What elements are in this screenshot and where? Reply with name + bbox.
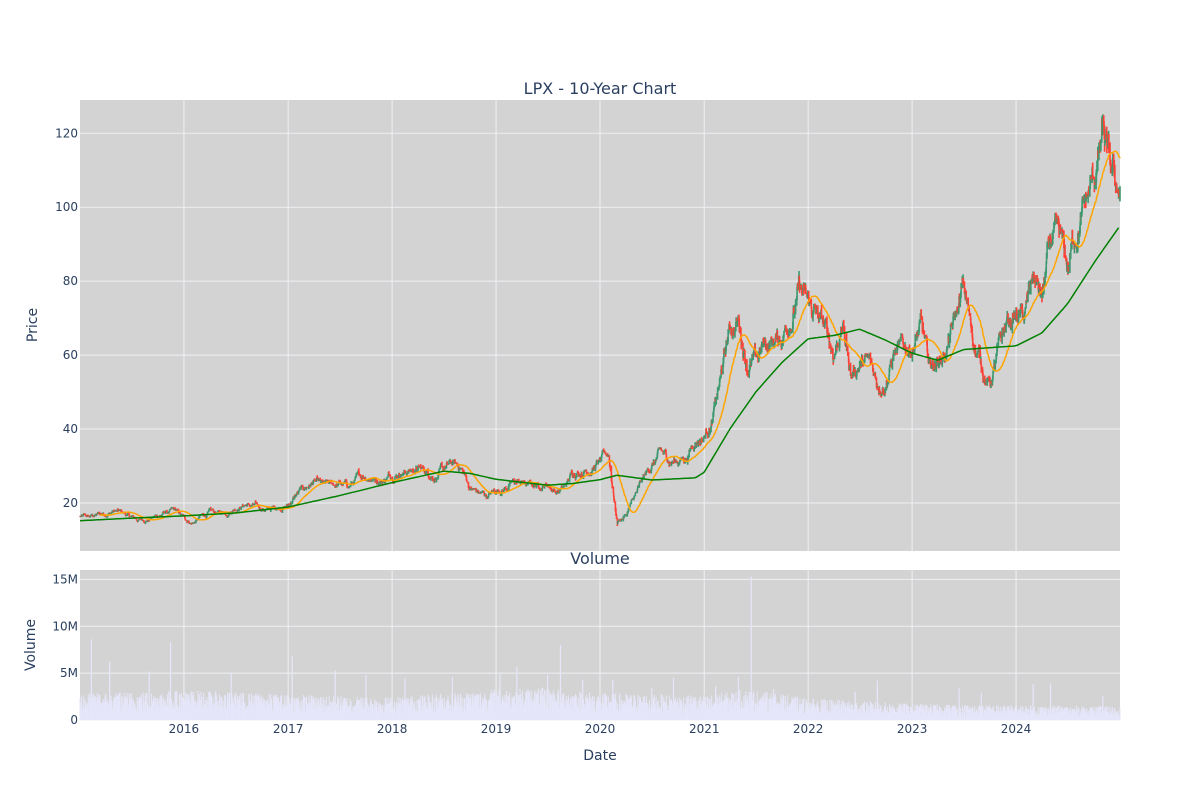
price-axis-label: Price: [25, 308, 41, 342]
volume-subplot-title: Volume: [570, 549, 630, 568]
price-y-tick-label: 60: [63, 348, 78, 362]
volume-bars: [79, 576, 1121, 720]
volume-y-tick-labels: 0 5M 10M 15M: [52, 572, 78, 727]
price-y-tick-label: 20: [63, 496, 78, 510]
volume-y-tick-label: 5M: [60, 666, 78, 680]
price-y-tick-label: 40: [63, 422, 78, 436]
price-y-tick-label: 100: [55, 200, 78, 214]
short-moving-average-line: [99, 150, 1121, 521]
volume-y-tick-label: 10M: [52, 619, 78, 633]
volume-y-tick-label: 15M: [52, 572, 78, 586]
price-y-tick-label: 120: [55, 126, 78, 140]
chart-title: LPX - 10-Year Chart: [524, 79, 677, 98]
price-y-tick-label: 80: [63, 274, 78, 288]
price-gridlines: [80, 100, 1120, 551]
long-moving-average-line: [79, 227, 1120, 522]
price-y-tick-labels: 20 40 60 80 100 120: [55, 126, 78, 510]
volume-y-tick-label: 0: [70, 713, 78, 727]
